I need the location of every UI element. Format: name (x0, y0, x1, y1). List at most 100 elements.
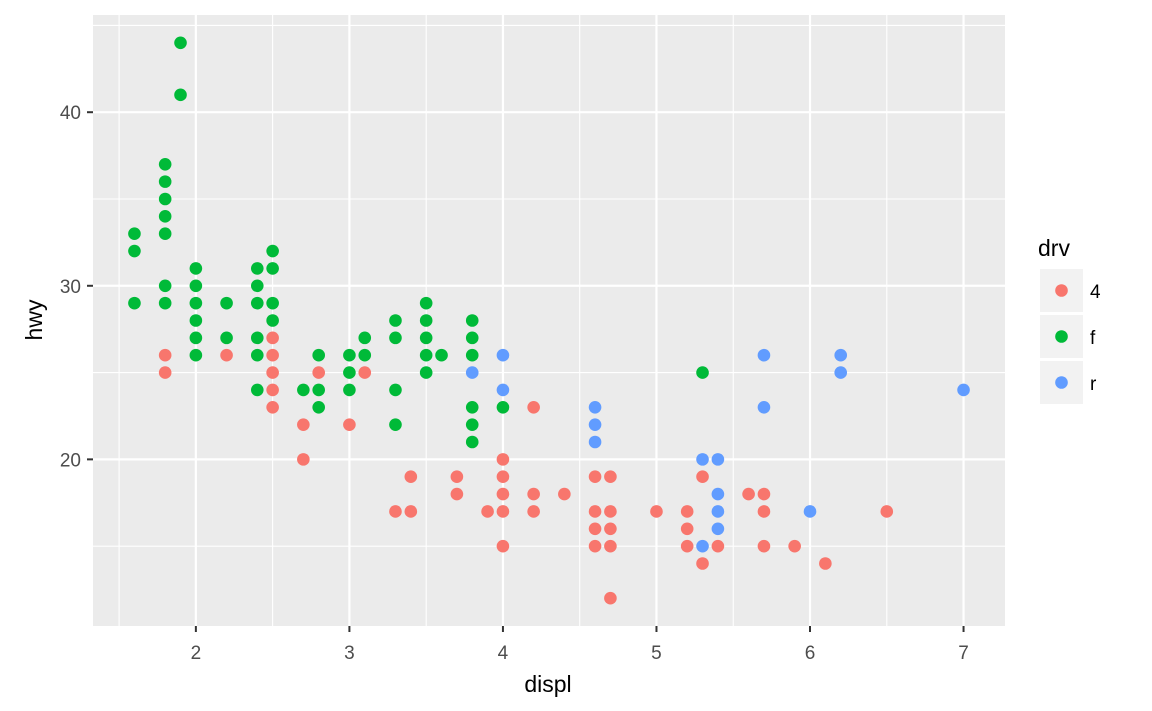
data-point (957, 383, 970, 397)
data-point (250, 348, 264, 362)
data-point (312, 366, 325, 379)
data-point (389, 383, 402, 397)
data-point (465, 366, 479, 379)
data-point (266, 400, 279, 414)
data-point (465, 348, 479, 362)
data-point (680, 505, 694, 518)
data-point (404, 505, 418, 518)
data-point (465, 418, 479, 431)
y-tick-label: 30 (60, 277, 81, 298)
data-point (588, 435, 602, 449)
data-point (803, 505, 817, 518)
data-point (604, 505, 617, 518)
data-point (680, 522, 694, 536)
data-point (189, 348, 203, 362)
data-point (189, 262, 203, 275)
data-point (250, 331, 264, 345)
legend-label-r: r (1090, 374, 1097, 395)
data-point (358, 366, 372, 379)
data-point (312, 400, 325, 414)
data-point (189, 331, 203, 345)
data-point (650, 505, 663, 518)
data-point (680, 539, 694, 553)
data-point (128, 244, 141, 258)
data-point (220, 331, 233, 345)
legend-label-4: 4 (1090, 282, 1101, 303)
data-point (419, 366, 433, 379)
data-point (158, 192, 172, 206)
data-point (189, 296, 203, 310)
data-point (158, 175, 172, 188)
data-point (419, 348, 433, 362)
data-point (266, 331, 279, 345)
data-point (174, 36, 187, 50)
data-point (404, 470, 418, 484)
data-point (266, 244, 279, 258)
data-point (711, 522, 725, 536)
plot-panel (93, 15, 1005, 626)
data-point (496, 400, 510, 414)
data-point (158, 210, 172, 223)
data-point (496, 505, 510, 518)
data-point (158, 296, 172, 310)
data-point (450, 470, 464, 484)
series-4 (158, 331, 894, 605)
data-point (312, 348, 325, 362)
x-tick-label: 7 (958, 643, 969, 664)
data-point (527, 400, 540, 414)
data-point (266, 296, 279, 310)
data-point (711, 539, 725, 553)
data-point (588, 539, 602, 553)
data-point (757, 400, 771, 414)
data-point (496, 383, 510, 397)
data-point (266, 314, 279, 327)
data-point (788, 539, 801, 553)
data-point (604, 470, 617, 484)
data-point (174, 88, 187, 102)
data-point (757, 539, 771, 553)
legend-label-f: f (1090, 328, 1096, 349)
data-point (266, 366, 279, 379)
data-point (158, 279, 172, 293)
data-point (880, 505, 894, 518)
x-tick-label: 4 (498, 643, 509, 664)
data-point (481, 505, 494, 518)
data-point (250, 262, 264, 275)
legend: drv 4 f r (1038, 235, 1101, 404)
data-point (158, 366, 172, 379)
data-point (465, 400, 479, 414)
data-point (297, 453, 310, 466)
legend-marker-f (1055, 330, 1068, 343)
data-point (496, 348, 510, 362)
data-point (419, 314, 433, 327)
data-point (220, 296, 233, 310)
plot-area (93, 15, 1005, 626)
data-point (604, 591, 617, 605)
data-point (266, 383, 279, 397)
data-point (266, 348, 279, 362)
series-r (465, 348, 970, 553)
data-point (588, 505, 602, 518)
data-point (343, 366, 356, 379)
data-point (343, 383, 356, 397)
data-point (128, 296, 141, 310)
y-axis-title: hwy (21, 299, 47, 340)
data-point (696, 557, 709, 570)
legend-marker-r (1055, 376, 1068, 389)
data-point (158, 227, 172, 241)
data-point (696, 470, 709, 484)
data-point (558, 487, 571, 501)
legend-title: drv (1038, 235, 1070, 261)
data-point (496, 453, 510, 466)
data-point (834, 348, 848, 362)
data-point (250, 279, 264, 293)
data-point (819, 557, 832, 570)
data-point (711, 505, 725, 518)
data-point (757, 487, 771, 501)
data-point (496, 539, 510, 553)
legend-marker-4 (1055, 284, 1068, 297)
data-point (435, 348, 448, 362)
data-point (742, 487, 755, 501)
data-point (465, 435, 479, 449)
